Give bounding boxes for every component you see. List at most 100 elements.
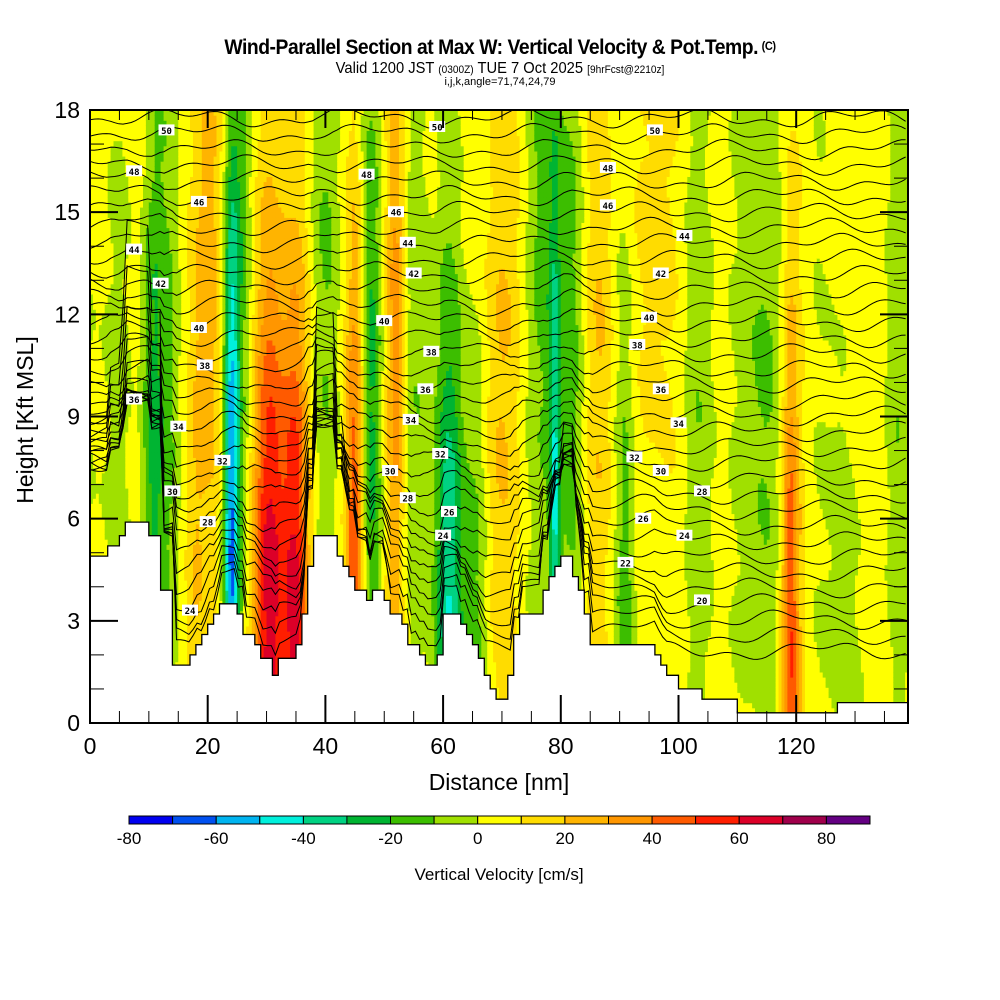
w-cell: [137, 253, 141, 259]
w-cell: [92, 360, 97, 366]
w-cell: [143, 181, 147, 188]
w-cell: [148, 115, 153, 121]
w-cell: [154, 299, 159, 305]
w-cell: [157, 513, 162, 520]
w-cell: [175, 380, 179, 387]
w-cell: [195, 125, 200, 131]
w-cell: [104, 115, 109, 121]
w-cell: [187, 416, 191, 423]
w-cell: [101, 396, 106, 402]
w-cell: [207, 590, 212, 596]
w-cell: [169, 166, 173, 172]
w-cell: [95, 186, 100, 193]
w-cell: [101, 482, 106, 489]
w-cell: [92, 503, 97, 509]
w-cell: [190, 181, 194, 188]
w-cell: [107, 207, 112, 213]
w-cell: [92, 528, 97, 535]
w-cell: [178, 334, 182, 341]
w-cell: [157, 370, 162, 377]
w-cell: [125, 319, 129, 326]
w-cell: [140, 421, 144, 428]
w-cell: [104, 268, 109, 275]
w-cell: [175, 503, 179, 509]
w-cell: [128, 145, 132, 152]
w-cell: [181, 196, 185, 203]
w-cell: [163, 411, 168, 418]
w-cell: [187, 585, 191, 591]
w-cell: [145, 135, 150, 142]
w-cell: [107, 503, 112, 509]
w-cell: [110, 416, 115, 423]
w-cell: [148, 247, 153, 254]
w-cell: [134, 329, 138, 336]
w-cell: [131, 365, 135, 372]
w-cell: [107, 416, 112, 423]
w-cell: [204, 222, 209, 229]
w-cell: [116, 472, 120, 479]
w-cell: [151, 314, 156, 320]
w-cell: [128, 150, 132, 157]
w-cell: [175, 651, 179, 658]
w-cell: [207, 273, 212, 280]
w-cell: [101, 442, 106, 448]
w-cell: [145, 345, 150, 351]
w-cell: [145, 150, 150, 157]
w-cell: [128, 130, 132, 137]
w-cell: [90, 247, 94, 254]
w-cell: [184, 442, 188, 448]
w-cell: [98, 391, 103, 397]
w-cell: [151, 508, 156, 515]
w-cell: [157, 503, 162, 509]
w-cell: [210, 503, 215, 509]
w-cell: [134, 140, 138, 147]
w-cell: [204, 477, 209, 484]
w-cell: [204, 503, 209, 509]
w-cell: [131, 482, 135, 489]
w-cell: [172, 222, 176, 229]
w-cell: [134, 513, 138, 520]
w-cell: [204, 554, 209, 561]
w-cell: [92, 421, 97, 428]
w-cell: [110, 498, 115, 504]
w-cell: [178, 656, 182, 663]
w-cell: [184, 293, 188, 300]
w-cell: [128, 503, 132, 509]
w-cell: [92, 493, 97, 499]
w-cell: [116, 237, 120, 244]
w-cell: [193, 534, 197, 540]
w-cell: [181, 416, 185, 423]
w-cell: [181, 488, 185, 494]
copyright-mark: (C): [762, 39, 776, 53]
w-cell: [113, 467, 117, 474]
w-cell: [190, 452, 194, 458]
w-cell: [119, 171, 123, 177]
w-cell: [113, 237, 117, 244]
w-cell: [92, 442, 97, 448]
w-cell: [157, 110, 162, 116]
w-cell: [204, 442, 209, 448]
w-cell: [178, 304, 182, 310]
w-cell: [201, 207, 206, 213]
w-cell: [95, 125, 100, 131]
w-cell: [151, 365, 156, 372]
w-cell: [119, 482, 123, 489]
w-cell: [187, 401, 191, 407]
w-cell: [110, 431, 115, 438]
w-cell: [107, 258, 112, 264]
w-cell: [178, 329, 182, 336]
w-cell: [187, 237, 191, 244]
w-cell: [95, 110, 100, 116]
w-cell: [201, 396, 206, 402]
w-cell: [184, 140, 188, 147]
w-cell: [157, 217, 162, 223]
w-cell: [195, 110, 200, 116]
w-cell: [90, 472, 94, 479]
w-cell: [122, 150, 126, 157]
w-cell: [113, 186, 117, 193]
w-cell: [172, 431, 176, 438]
w-cell: [198, 314, 203, 320]
w-cell: [143, 120, 147, 126]
w-cell: [195, 447, 200, 453]
w-cell: [128, 278, 132, 285]
